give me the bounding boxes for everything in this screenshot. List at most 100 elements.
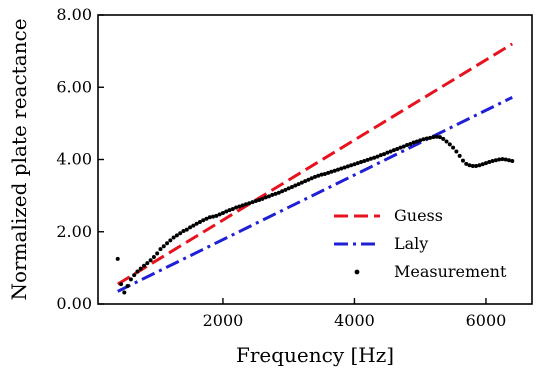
measurement-point [359,160,364,165]
measurement-point [316,173,321,178]
measurement-point [217,212,222,217]
measurement-point [428,135,433,140]
measurement-point [474,164,479,169]
measurement-point [286,186,291,191]
measurement-point [128,277,133,282]
measurement-point [490,158,495,163]
measurement-point [398,145,403,150]
measurement-point [224,209,229,214]
legend-laly-label: Laly [394,234,428,253]
measurement-point [457,153,462,158]
measurement-point [280,189,285,194]
measurement-point [391,148,396,153]
measurement-point [405,143,410,148]
measurement-point [148,258,153,263]
measurement-point [122,290,127,295]
measurement-point [293,183,298,188]
measurement-point [237,204,242,209]
measurement-point [480,162,485,167]
measurement-point [145,261,150,266]
plot-frame [97,14,533,305]
legend-guess-label: Guess [394,206,443,225]
measurement-point [355,161,360,166]
x-axis-ticks: 2000 4000 6000 [203,298,507,330]
measurement-point [234,205,239,210]
measurement-point [467,163,472,168]
measurement-point [434,134,439,139]
measurement-point [372,155,377,160]
measurement-point [319,172,324,177]
measurement-point [243,202,248,207]
measurement-point [431,135,436,140]
y-tick-label: 8.00 [56,5,92,24]
measurement-point [181,229,186,234]
measurement-point [184,227,189,232]
measurement-point [155,251,160,256]
measurement-point [414,139,419,144]
measurement-point [342,165,347,170]
measurement-point [510,158,515,163]
measurement-point [408,141,413,146]
measurement-point [178,231,183,236]
measurement-point [421,137,426,142]
measurement-point [329,169,334,174]
measurement-point [151,255,156,260]
measurement-point [309,176,314,181]
measurement-point [470,164,475,169]
legend: Guess Laly Measurement [334,206,507,281]
x-tick-label: 6000 [466,311,507,330]
x-tick-label: 2000 [203,311,244,330]
y-axis-ticks: 0.00 2.00 4.00 6.00 8.00 [56,5,104,313]
measurement-point [418,138,423,143]
measurement-point [204,216,209,221]
measurement-point [299,180,304,185]
measurement-point [161,244,166,249]
measurement-point [188,225,193,230]
measurement-point [263,195,268,200]
measurement-point [503,157,508,162]
measurement-point [142,263,147,268]
y-axis-title: Normalized plate reactance [7,18,31,300]
measurement-point [194,221,199,226]
measurement-point [464,161,469,166]
measurement-point [289,184,294,189]
measurement-point [444,139,449,144]
measurement-point [171,235,176,240]
measurement-point [115,256,120,261]
legend-measurement-label: Measurement [394,262,507,281]
y-tick-label: 2.00 [56,222,92,241]
x-tick-label: 4000 [334,311,375,330]
measurement-point [497,157,502,162]
legend-measurement-swatch [354,269,360,275]
measurement-point [227,208,232,213]
measurement-point [253,199,258,204]
plot-marks [115,42,515,295]
y-tick-label: 6.00 [56,77,92,96]
measurement-point [276,190,281,195]
measurement-point [322,171,327,176]
measurement-point [437,135,442,140]
measurement-point [303,179,308,184]
measurement-point [273,191,278,196]
measurement-point [220,210,225,215]
measurement-point [119,282,124,287]
measurement-point [306,177,311,182]
measurement-point [165,241,170,246]
measurement-point [493,158,498,163]
measurement-point [270,192,275,197]
measurement-point [365,157,370,162]
measurement-point [174,233,179,238]
measurement-point [135,269,140,274]
measurement-point [313,174,317,179]
measurement-point [375,154,380,159]
y-tick-label: 0.00 [56,294,92,313]
measurement-point [257,197,262,202]
x-axis-title: Frequency [Hz] [236,343,394,367]
measurement-point [368,156,373,161]
measurement-point [395,147,400,152]
measurement-point [378,153,383,158]
measurement-point [201,218,206,223]
measurement-point [385,150,390,155]
measurement-point [250,200,255,205]
